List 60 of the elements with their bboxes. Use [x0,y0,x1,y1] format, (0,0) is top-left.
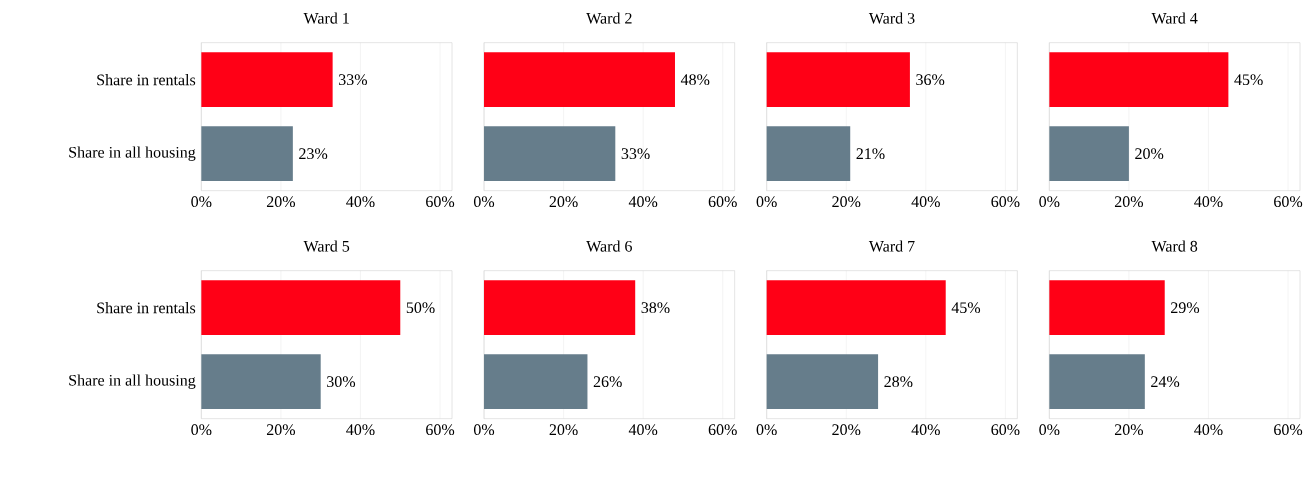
x-tick-label: 40% [628,196,658,208]
x-tick-label: 20% [549,196,578,208]
x-tick-label: 0% [473,196,495,208]
y-tick-label: Share in rentals [97,302,196,314]
y-tick-label: Share in rentals [97,74,196,86]
x-tick-label: 60% [426,424,455,436]
y-tick-label: Share in all housing [69,374,196,389]
x-tick-label: 40% [911,196,940,208]
x-tick-label: 20% [266,196,296,208]
chart-title: Ward 6 [586,240,632,252]
x-tick-label: 20% [1114,424,1144,436]
chart-title: Ward 4 [1151,12,1198,24]
x-tick-label: 20% [266,424,296,436]
x-tick-label: 0% [1039,424,1060,436]
x-tick-label: 60% [991,196,1020,208]
x-tick-label: 40% [911,424,940,436]
data-label: 30% [327,376,356,388]
data-label: 20% [1135,148,1164,160]
x-tick-label: 60% [1274,196,1303,208]
data-label: 28% [884,376,913,388]
x-tick-label: 20% [1114,196,1144,208]
x-tick-label: 20% [549,424,578,436]
data-label: 48% [680,74,710,86]
chart-title: Ward 8 [1151,240,1198,252]
x-tick-label: 40% [1194,196,1223,208]
data-label: 36% [916,74,945,86]
chart-title: Ward 1 [303,12,349,24]
data-label: 23% [299,148,328,160]
x-tick-label: 40% [346,424,375,436]
chart-title: Ward 2 [586,12,632,24]
x-tick-label: 60% [708,196,737,208]
data-label: 24% [1151,376,1180,388]
data-label: 21% [856,148,885,160]
x-tick-label: 0% [1039,196,1060,208]
chart-title: Ward 3 [868,12,915,24]
x-tick-label: 60% [708,424,737,436]
x-tick-label: 0% [191,424,212,436]
x-tick-label: 60% [1274,424,1303,436]
x-tick-label: 20% [832,424,861,436]
x-tick-label: 20% [832,196,861,208]
x-tick-label: 40% [346,196,375,208]
x-tick-label: 0% [756,424,777,436]
data-label: 38% [641,302,670,314]
data-label: 33% [339,74,368,86]
data-label: 33% [621,148,650,160]
data-label: 50% [406,302,435,314]
x-tick-label: 0% [191,196,212,208]
data-label: 29% [1171,302,1200,314]
chart-title: Ward 7 [868,240,915,252]
x-tick-label: 60% [991,424,1020,436]
x-tick-label: 0% [756,196,777,208]
x-tick-label: 60% [426,196,455,208]
data-label: 45% [1234,74,1263,86]
x-tick-label: 40% [1194,424,1223,436]
x-tick-label: 0% [473,424,495,436]
data-label: 26% [593,376,622,388]
data-label: 45% [951,302,981,314]
chart-title: Ward 5 [303,240,350,252]
y-tick-label: Share in all housing [69,146,196,161]
x-tick-label: 40% [628,424,658,436]
